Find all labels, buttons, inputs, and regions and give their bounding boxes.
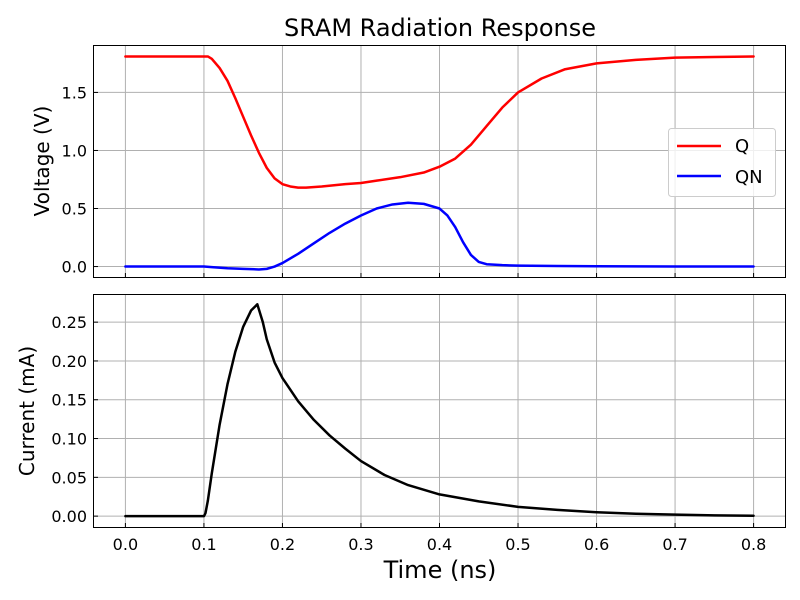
voltage-ytick-label: 1.0 <box>62 141 87 160</box>
current-xtick-label: 0.4 <box>427 535 452 554</box>
voltage-ytick-label: 0.0 <box>62 258 87 277</box>
voltage-series <box>124 55 755 271</box>
voltage-ticks: 0.0 0.5 1.0 1.5 <box>62 83 755 277</box>
current-xtick-label: 0.0 <box>113 535 138 554</box>
current-xtick-label: 0.6 <box>584 535 609 554</box>
current-xtick-label: 0.3 <box>348 535 373 554</box>
current-xtick-label: 0.2 <box>270 535 295 554</box>
chart-title: SRAM Radiation Response <box>284 14 596 42</box>
current-ytick-label: 0.10 <box>51 430 87 449</box>
current-ytick-label: 0.25 <box>51 313 87 332</box>
voltage-legend: Q QN <box>668 128 776 197</box>
voltage-axes-frame <box>93 45 786 278</box>
current-series <box>124 303 755 518</box>
voltage-line-q <box>124 55 755 189</box>
current-grid <box>94 295 785 527</box>
current-line-series-0 <box>124 303 755 518</box>
voltage-line-qn <box>124 201 755 271</box>
current-ylabel: Current (mA) <box>15 346 39 476</box>
current-xtick-label: 0.1 <box>191 535 216 554</box>
current-ytick-label: 0.05 <box>51 468 87 487</box>
voltage-panel: 0.0 0.5 1.0 1.5 Voltage (V) Q QN <box>30 45 786 278</box>
legend-label-q: Q <box>735 136 749 157</box>
current-ytick-label: 0.00 <box>51 507 87 526</box>
current-ytick-label: 0.20 <box>51 352 87 371</box>
time-xlabel: Time (ns) <box>383 556 497 584</box>
current-axes-frame <box>93 294 786 528</box>
current-xtick-label: 0.5 <box>505 535 530 554</box>
voltage-ytick-label: 1.5 <box>62 83 87 102</box>
legend-label-qn: QN <box>735 167 763 188</box>
current-panel: 0.0 0.1 0.2 0.3 0.4 0.5 0.6 0.7 0.8 0.00 0.05 0.10 0… <box>15 294 786 554</box>
current-xtick-label: 0.7 <box>662 535 687 554</box>
current-ytick-label: 0.15 <box>51 391 87 410</box>
current-ticks: 0.0 0.1 0.2 0.3 0.4 0.5 0.6 0.7 0.8 0.00 0.05 0.10 0… <box>51 313 766 554</box>
voltage-ytick-label: 0.5 <box>62 200 87 219</box>
current-xtick-label: 0.8 <box>741 535 766 554</box>
voltage-ylabel: Voltage (V) <box>30 106 54 217</box>
